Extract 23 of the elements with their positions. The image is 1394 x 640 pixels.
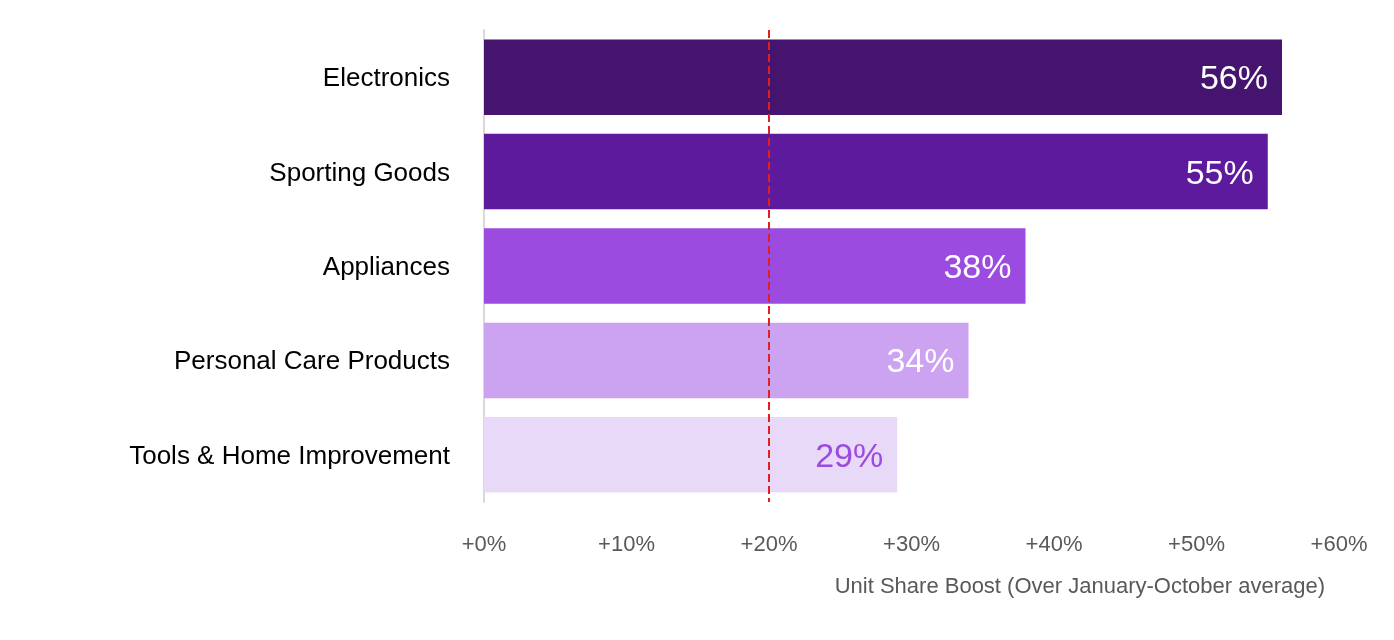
data-label: 34% <box>886 341 955 380</box>
x-axis-title: Unit Share Boost (Over January-October average) <box>834 572 1325 598</box>
data-label: 29% <box>815 435 884 474</box>
y-tick-label: Personal Care Products <box>173 345 450 376</box>
x-tick-label: +50% <box>1168 530 1225 556</box>
data-label: 55% <box>1185 152 1254 191</box>
data-label: 38% <box>943 247 1012 285</box>
data-label: 56% <box>1199 58 1268 97</box>
bar <box>484 133 1268 210</box>
bar <box>484 39 1282 115</box>
y-tick-label: Appliances <box>322 251 450 281</box>
y-tick-label: Sporting Goods <box>269 156 450 187</box>
bar <box>484 417 898 493</box>
y-tick-label: Tools & Home Improvement <box>129 439 451 470</box>
x-tick-label: +60% <box>1310 530 1368 556</box>
bar <box>484 322 969 399</box>
x-tick-label: +10% <box>598 530 655 556</box>
x-tick-label: +30% <box>883 530 940 556</box>
y-tick-label: Electronics <box>322 62 450 93</box>
bar <box>484 228 1026 304</box>
x-tick-label: +0% <box>461 530 507 556</box>
x-tick-label: +40% <box>1025 530 1083 556</box>
x-tick-label: +20% <box>740 530 798 556</box>
